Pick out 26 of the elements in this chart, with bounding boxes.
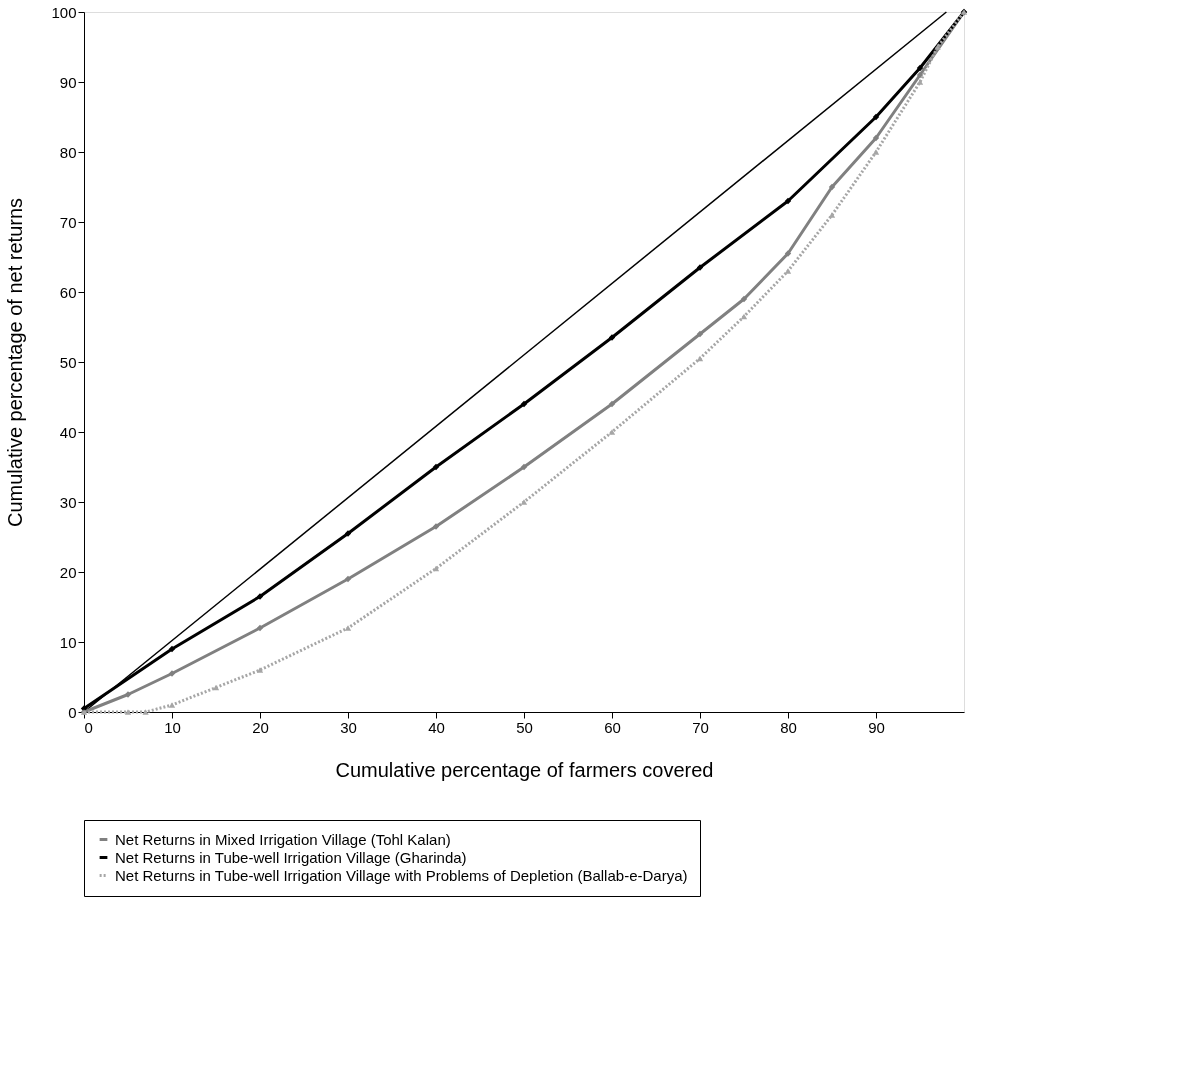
- x-tick-label: 50: [516, 718, 533, 736]
- x-tick-label: 80: [780, 718, 797, 736]
- x-tick-label: 90: [868, 718, 885, 736]
- y-tick-label: 20: [59, 563, 77, 581]
- x-tick-label: 70: [692, 718, 709, 736]
- y-tick-label: 60: [59, 283, 77, 301]
- x-tick-label: 60: [604, 718, 621, 736]
- y-tick-label: 30: [59, 493, 77, 511]
- y-tick-label: 80: [59, 143, 77, 161]
- legend-label: Net Returns in Tube-well Irrigation Village (Gharinda): [115, 848, 467, 866]
- y-tick-label: 0: [68, 703, 77, 721]
- legend-label: Net Returns in Tube-well Irrigation Village with Problems of Depletion (Ballab-e-Darya): [115, 866, 688, 884]
- y-tick-label: 50: [59, 353, 77, 371]
- y-tick-label: 100: [51, 3, 77, 21]
- x-tick-label: 0: [84, 718, 93, 736]
- y-axis-title: Cumulative percentage of net returns: [4, 197, 27, 528]
- y-tick-label: 70: [59, 213, 77, 231]
- y-tick-label: 10: [59, 633, 77, 651]
- y-tick-label: 90: [59, 73, 77, 91]
- x-axis-title: Cumulative percentage of farmers covered: [335, 758, 714, 781]
- x-tick-label: 20: [252, 718, 269, 736]
- x-tick-label: 10: [164, 718, 181, 736]
- legend-label: Net Returns in Mixed Irrigation Village (Tohl Kalan): [115, 830, 451, 848]
- x-tick-label: 30: [340, 718, 357, 736]
- x-tick-label: 40: [428, 718, 445, 736]
- y-tick-label: 40: [59, 423, 77, 441]
